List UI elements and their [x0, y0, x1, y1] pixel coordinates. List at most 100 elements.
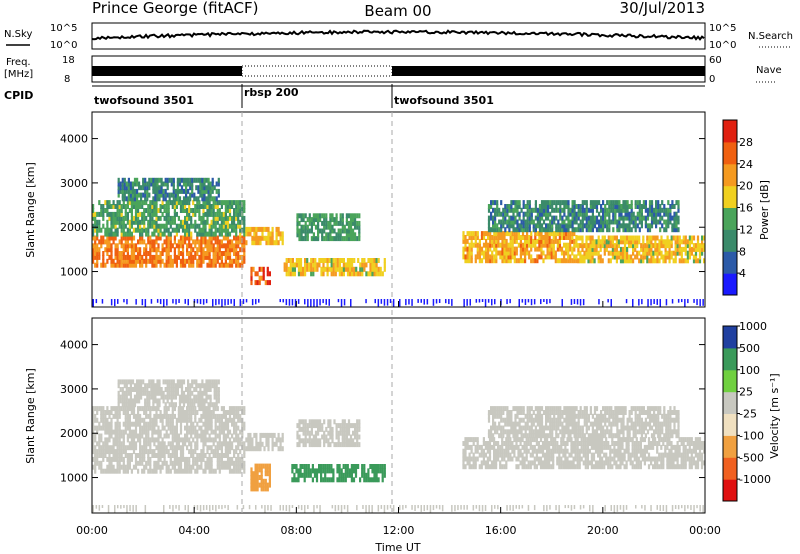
- scatter-cell: [267, 464, 269, 469]
- ground-scatter-mark: [393, 299, 395, 307]
- scatter-cell: [551, 239, 553, 244]
- scatter-cell: [374, 271, 376, 276]
- scatter-cell: [322, 271, 324, 276]
- scatter-cell: [231, 216, 233, 221]
- scatter-cell: [243, 422, 245, 427]
- scatter-cell: [194, 251, 196, 256]
- ground-scatter-mark: [178, 505, 180, 511]
- scatter-cell: [215, 445, 217, 450]
- scatter-cell: [206, 437, 208, 442]
- scatter-cell: [681, 239, 683, 244]
- scatter-cell: [561, 247, 563, 252]
- scatter-cell: [340, 423, 342, 428]
- scatter-cell: [324, 477, 326, 482]
- scatter-cell: [327, 431, 329, 436]
- ground-scatter-mark: [166, 299, 168, 306]
- scatter-cell: [298, 271, 300, 276]
- scatter-cell: [298, 435, 300, 440]
- scatter-cell: [185, 395, 187, 400]
- scatter-cell: [176, 212, 178, 217]
- scatter-cell: [598, 251, 600, 256]
- scatter-cell: [590, 216, 592, 221]
- scatter-cell: [363, 464, 365, 469]
- scatter-cell: [355, 267, 357, 272]
- scatter-cell: [115, 469, 117, 474]
- scatter-cell: [321, 221, 323, 226]
- scatter-cell: [327, 438, 329, 443]
- scatter-cell: [104, 239, 106, 244]
- scatter-cell: [178, 457, 180, 462]
- ground-scatter-mark: [289, 505, 291, 512]
- scatter-cell: [227, 200, 229, 205]
- ground-scatter-mark: [657, 299, 659, 305]
- scatter-cell: [263, 236, 265, 241]
- scatter-cell: [369, 267, 371, 272]
- ground-scatter-mark: [264, 505, 266, 513]
- scatter-cell: [339, 468, 341, 473]
- ground-scatter-mark: [696, 505, 698, 508]
- scatter-cell: [312, 267, 314, 272]
- ground-scatter-mark: [604, 505, 606, 511]
- scatter-cell: [267, 446, 269, 451]
- scatter-cell: [126, 196, 128, 201]
- scatter-cell: [535, 216, 537, 221]
- scatter-cell: [195, 178, 197, 183]
- scatter-cell: [355, 464, 357, 469]
- scatter-cell: [367, 477, 369, 482]
- scatter-cell: [274, 240, 276, 245]
- scatter-cell: [345, 262, 347, 267]
- scatter-cell: [618, 251, 620, 256]
- scatter-cell: [355, 468, 357, 473]
- scatter-cell: [627, 200, 629, 205]
- scatter-cell: [192, 208, 194, 213]
- ground-scatter-mark: [326, 299, 328, 305]
- scatter-cell: [327, 271, 329, 276]
- scatter-cell: [515, 464, 517, 469]
- ground-scatter-mark: [368, 505, 370, 512]
- scatter-cell: [245, 240, 247, 245]
- ground-scatter-mark: [227, 505, 229, 510]
- scatter-cell: [553, 216, 555, 221]
- scatter-cell: [212, 379, 214, 384]
- scatter-cell: [332, 468, 334, 473]
- freq-band-middle: [242, 66, 392, 76]
- ground-scatter-mark: [292, 505, 294, 508]
- scatter-cell: [604, 236, 606, 241]
- scatter-cell: [494, 208, 496, 213]
- scatter-cell: [152, 379, 154, 384]
- scatter-cell: [286, 258, 288, 263]
- ground-scatter-mark: [218, 505, 220, 509]
- scatter-cell: [157, 208, 159, 213]
- scatter-cell: [141, 228, 143, 233]
- scatter-cell: [209, 224, 211, 229]
- scatter-cell: [216, 182, 218, 187]
- scatter-cell: [293, 473, 295, 478]
- scatter-cell: [329, 258, 331, 263]
- scatter-cell: [612, 227, 614, 232]
- beam-title: Beam 00: [364, 2, 431, 20]
- scatter-cell: [654, 236, 656, 241]
- ground-scatter-mark: [690, 505, 692, 510]
- scatter-cell: [620, 223, 622, 228]
- scatter-cell: [327, 262, 329, 267]
- scatter-cell: [290, 258, 292, 263]
- scatter-cell: [317, 213, 319, 218]
- ground-scatter-mark: [267, 505, 269, 510]
- scatter-cell: [357, 258, 359, 263]
- scatter-cell: [127, 212, 129, 217]
- scatter-cell: [533, 208, 535, 213]
- scatter-cell: [120, 182, 122, 187]
- scatter-cell: [139, 414, 141, 419]
- scatter-cell: [314, 267, 316, 272]
- scatter-cell: [187, 379, 189, 384]
- scatter-cell: [263, 227, 265, 232]
- scatter-cell: [239, 449, 241, 454]
- scatter-cell: [582, 200, 584, 205]
- scatter-cell: [373, 477, 375, 482]
- scatter-cell: [592, 200, 594, 205]
- ground-scatter-mark: [215, 505, 217, 512]
- scatter-cell: [158, 379, 160, 384]
- scatter-cell: [274, 442, 276, 447]
- scatter-cell: [598, 212, 600, 217]
- scatter-cell: [648, 258, 650, 263]
